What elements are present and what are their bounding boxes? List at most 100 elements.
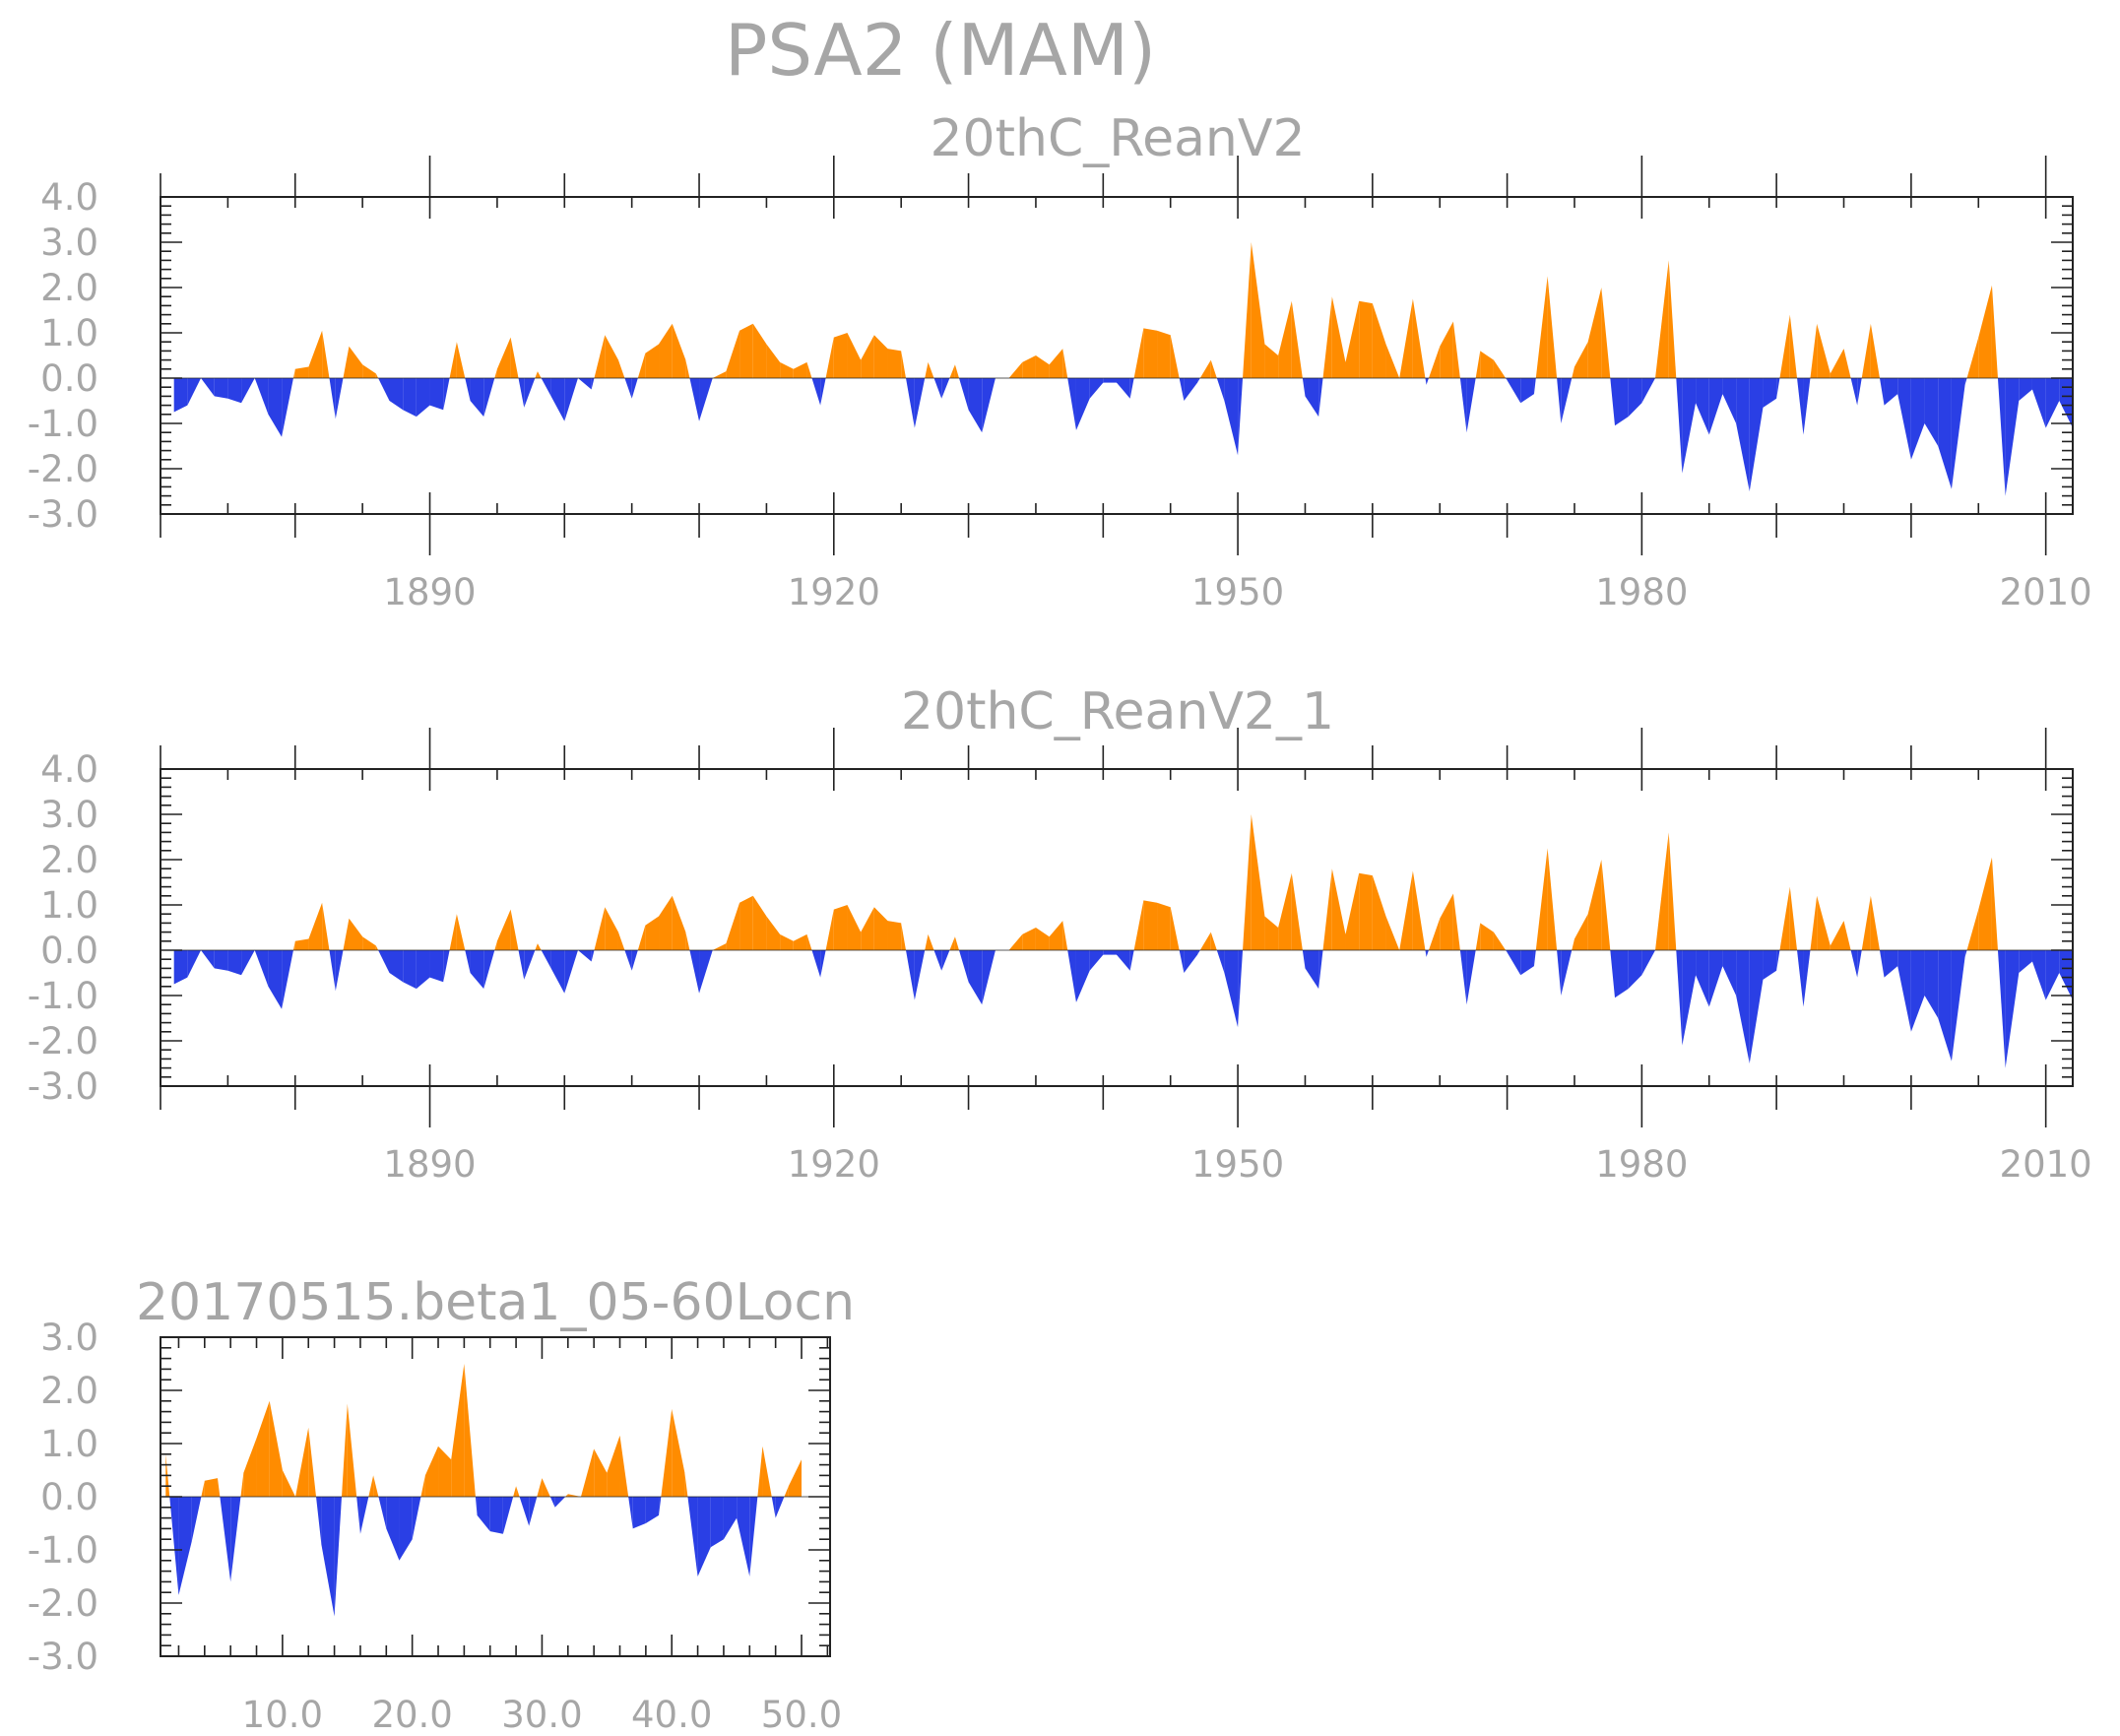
anomaly-positive-area: [1574, 914, 1588, 950]
anomaly-positive-area: [217, 1478, 221, 1497]
anomaly-negative-area: [1466, 950, 1476, 1005]
anomaly-positive-area: [861, 335, 874, 378]
anomaly-positive-area: [833, 905, 848, 950]
anomaly-negative-area: [443, 950, 450, 983]
anomaly-negative-area: [1641, 950, 1656, 976]
anomaly-positive-area: [659, 895, 673, 950]
anomaly-positive-area: [925, 361, 929, 378]
anomaly-negative-area: [2031, 378, 2046, 428]
anomaly-negative-area: [416, 950, 430, 990]
anomaly-positive-area: [1440, 321, 1453, 378]
anomaly-positive-area: [204, 1478, 218, 1497]
anomaly-positive-area: [1428, 346, 1441, 378]
anomaly-negative-area: [1857, 950, 1862, 978]
anomaly-negative-area: [214, 378, 228, 399]
anomaly-negative-area: [465, 950, 471, 973]
anomaly-negative-area: [2059, 378, 2073, 428]
anomaly-negative-area: [356, 1497, 360, 1534]
anomaly-positive-area: [1412, 870, 1426, 950]
anomaly-negative-area: [1216, 378, 1225, 401]
anomaly-positive-area: [739, 323, 753, 378]
anomaly-negative-area: [1857, 378, 1862, 406]
anomaly-negative-area: [1749, 950, 1764, 1063]
anomaly-negative-area: [1924, 378, 1939, 446]
anomaly-positive-area: [1264, 344, 1279, 378]
anomaly-positive-area: [1817, 323, 1831, 378]
anomaly-negative-area: [1964, 378, 1967, 385]
y-tick-label: -3.0: [28, 1636, 98, 1678]
anomaly-positive-area: [420, 1475, 425, 1497]
anomaly-negative-area: [316, 1497, 322, 1545]
anomaly-negative-area: [1117, 378, 1130, 399]
y-tick-label: 1.0: [40, 312, 98, 354]
anomaly-negative-area: [1117, 950, 1130, 971]
anomaly-negative-area: [227, 378, 242, 404]
anomaly-positive-area: [605, 335, 618, 378]
x-tick-label: 2010: [2000, 571, 2092, 613]
anomaly-negative-area: [1533, 378, 1536, 395]
anomaly-negative-area: [1184, 378, 1198, 401]
anomaly-positive-area: [1547, 848, 1558, 950]
anomaly-positive-area: [1817, 895, 1831, 950]
anomaly-negative-area: [1179, 950, 1185, 973]
anomaly-positive-area: [793, 361, 807, 378]
x-tick-label: 1950: [1191, 1143, 1284, 1186]
x-tick-label: 2010: [2000, 1143, 2092, 1186]
anomaly-negative-area: [1696, 378, 1709, 435]
anomaly-positive-area: [594, 1448, 608, 1497]
x-tick-label: 40.0: [631, 1694, 712, 1736]
anomaly-positive-area: [1157, 902, 1171, 950]
anomaly-negative-area: [483, 950, 495, 990]
anomaly-negative-area: [470, 378, 484, 418]
anomaly-negative-area: [1776, 950, 1780, 971]
anomaly-negative-area: [230, 1497, 241, 1582]
anomaly-negative-area: [241, 378, 255, 404]
anomaly-positive-area: [873, 907, 888, 950]
anomaly-negative-area: [1803, 950, 1811, 1007]
y-tick-label: 3.0: [40, 222, 98, 264]
anomaly-negative-area: [1884, 950, 1898, 978]
anomaly-positive-area: [780, 933, 794, 950]
anomaly-negative-area: [1736, 378, 1750, 491]
anomaly-positive-area: [1547, 276, 1558, 378]
anomaly-negative-area: [1067, 378, 1076, 430]
anomaly-positive-area: [1601, 288, 1611, 378]
anomaly-positive-area: [1385, 344, 1400, 378]
anomaly-negative-area: [659, 1497, 662, 1515]
y-tick-label: 0.0: [40, 357, 98, 400]
x-tick-label: 50.0: [761, 1694, 842, 1736]
anomaly-negative-area: [1507, 950, 1521, 976]
anomaly-negative-area: [1089, 950, 1104, 971]
anomaly-positive-area: [784, 1486, 789, 1497]
panel-title: 20170515.beta1_05-60Locn: [136, 1273, 855, 1332]
anomaly-negative-area: [1238, 950, 1244, 1028]
anomaly-positive-area: [308, 330, 323, 378]
anomaly-positive-area: [516, 1486, 520, 1497]
anomaly-negative-area: [1459, 378, 1467, 433]
anomaly-negative-area: [1897, 378, 1911, 460]
anomaly-negative-area: [550, 950, 565, 994]
anomaly-negative-area: [1302, 950, 1306, 969]
anomaly-negative-area: [1557, 950, 1562, 996]
anomaly-positive-area: [788, 1459, 803, 1497]
anomaly-negative-area: [1879, 378, 1885, 406]
anomaly-positive-area: [1157, 330, 1171, 378]
anomaly-negative-area: [335, 950, 344, 992]
anomaly-negative-area: [173, 378, 188, 413]
anomaly-negative-area: [412, 1497, 421, 1540]
anomaly-negative-area: [1610, 950, 1616, 998]
anomaly-negative-area: [550, 378, 565, 421]
anomaly-negative-area: [906, 378, 915, 428]
anomaly-negative-area: [1628, 378, 1642, 418]
anomaly-negative-area: [723, 1497, 738, 1540]
anomaly-positive-area: [342, 1403, 348, 1497]
anomaly-negative-area: [2031, 950, 2046, 1000]
anomaly-negative-area: [518, 950, 525, 980]
anomaly-positive-area: [282, 1470, 296, 1497]
anomaly-negative-area: [254, 378, 269, 415]
y-tick-label: 2.0: [40, 267, 98, 309]
anomaly-positive-area: [1243, 242, 1252, 378]
anomaly-positive-area: [1331, 868, 1346, 950]
anomaly-negative-area: [378, 1497, 387, 1529]
anomaly-positive-area: [712, 371, 727, 378]
